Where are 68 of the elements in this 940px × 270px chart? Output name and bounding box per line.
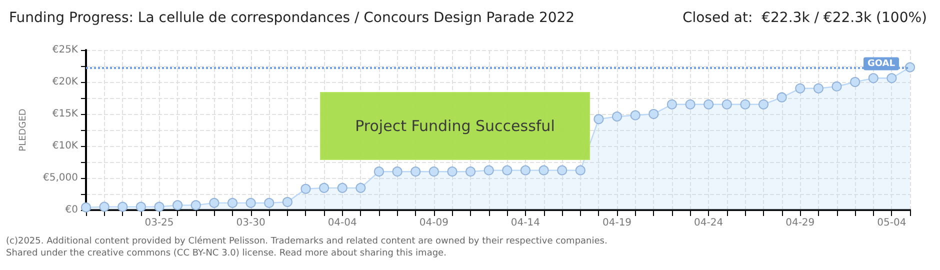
text: (c)2025. Additional content provided by Clément Pelisson. Trademarks and related content are owned by their respective companies. bbox=[6, 236, 608, 246]
chart-title: Funding Progress: La cellule de correspondances / Concours Design Parade 2022 bbox=[9, 10, 575, 26]
point bbox=[594, 114, 604, 124]
point bbox=[484, 165, 494, 176]
point bbox=[722, 99, 732, 110]
y-tick-label: €5,000 bbox=[43, 172, 78, 184]
point bbox=[813, 83, 824, 94]
point bbox=[648, 109, 659, 119]
point bbox=[850, 77, 860, 87]
y-tick-label: €20K bbox=[52, 76, 78, 88]
point bbox=[300, 184, 311, 194]
point bbox=[392, 166, 402, 177]
point bbox=[190, 200, 201, 210]
point bbox=[520, 165, 530, 176]
point bbox=[209, 198, 220, 208]
point bbox=[319, 182, 330, 193]
point bbox=[685, 99, 696, 110]
point bbox=[795, 83, 806, 94]
x-tick-label: 04-09 bbox=[419, 218, 448, 228]
point bbox=[575, 165, 586, 176]
point bbox=[630, 110, 640, 120]
x-tick-label: 04-19 bbox=[602, 218, 632, 228]
point bbox=[538, 165, 549, 176]
x-tick-label: 05-04 bbox=[877, 218, 906, 228]
y-axis-title: PLEDGED bbox=[18, 108, 28, 152]
x-tick-label: 04-04 bbox=[328, 218, 357, 228]
point bbox=[502, 165, 512, 176]
x-tick-label: 03-30 bbox=[236, 218, 266, 228]
point bbox=[410, 166, 421, 177]
point bbox=[356, 182, 366, 193]
point bbox=[154, 202, 164, 212]
point bbox=[776, 92, 787, 102]
y-tick-label: €0 bbox=[65, 204, 78, 216]
point bbox=[337, 182, 348, 193]
ref-line-label: GOAL bbox=[868, 58, 896, 69]
point bbox=[172, 200, 183, 210]
point bbox=[99, 202, 110, 212]
point bbox=[447, 166, 458, 177]
point bbox=[758, 99, 769, 110]
point bbox=[832, 81, 842, 92]
x-tick-label: 04-14 bbox=[510, 218, 540, 228]
point bbox=[612, 112, 622, 122]
x-tick-label: 04-24 bbox=[694, 218, 724, 228]
point bbox=[118, 202, 128, 212]
point bbox=[246, 198, 256, 208]
point bbox=[905, 62, 915, 72]
text: Shared under the creative commons (CC BY-NC 3.0) license. Read more about sharing this image. bbox=[6, 248, 446, 258]
point bbox=[557, 165, 568, 176]
x-tick-label: 04-29 bbox=[786, 218, 815, 228]
y-tick-label: €10K bbox=[52, 140, 78, 152]
banner-box: Project Funding Successful bbox=[320, 92, 590, 160]
point bbox=[428, 166, 439, 177]
point bbox=[886, 73, 897, 84]
point bbox=[228, 198, 238, 208]
point bbox=[264, 198, 274, 208]
y-tick-label: €15K bbox=[52, 108, 78, 120]
point bbox=[282, 197, 292, 207]
chart-subtitle: Closed at: €22.3k / €22.3k (100%) bbox=[682, 10, 928, 26]
point bbox=[740, 99, 750, 110]
point bbox=[81, 202, 91, 212]
point bbox=[868, 73, 878, 84]
point bbox=[704, 99, 714, 110]
point bbox=[466, 166, 476, 177]
x-tick-label: 03-25 bbox=[144, 218, 174, 228]
point bbox=[666, 99, 677, 110]
point bbox=[374, 166, 384, 177]
point bbox=[136, 202, 146, 212]
y-tick-label: €25K bbox=[52, 44, 78, 56]
